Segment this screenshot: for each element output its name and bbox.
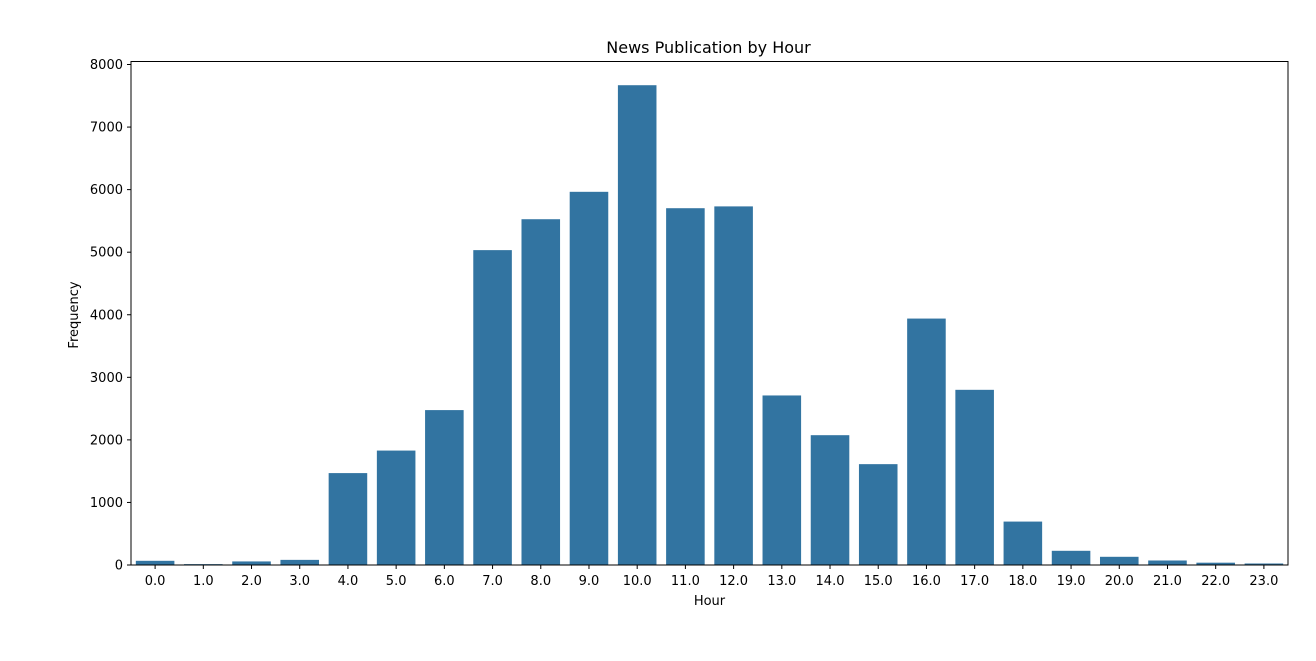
x-tick-label: 21.0 [1153, 574, 1182, 589]
bars-group [135, 85, 1284, 566]
y-tick-label: 2000 [90, 433, 123, 448]
bar-hour-16.0 [907, 318, 946, 565]
bar-hour-14.0 [810, 435, 850, 565]
x-tick-label: 13.0 [767, 574, 796, 589]
bar-hour-19.0 [1051, 550, 1091, 565]
x-tick-label: 17.0 [960, 574, 989, 589]
bar-hour-4.0 [328, 473, 368, 565]
y-tick-label: 8000 [90, 58, 123, 73]
bar-hour-9.0 [569, 191, 609, 566]
x-tick-label: 23.0 [1249, 574, 1278, 589]
x-tick-label: 20.0 [1105, 574, 1134, 589]
x-axis-ticks: 0.0 1.0 2.0 3.0 4.0 5.0 6.0 7.0 8.0 9.0 10.0 11.0 12… [145, 565, 1278, 589]
bar-hour-13.0 [762, 395, 802, 565]
x-tick-label: 15.0 [864, 574, 893, 589]
bar-hour-22.0 [1196, 562, 1235, 565]
x-axis-label: Hour [694, 594, 726, 609]
x-tick-label: 12.0 [719, 574, 748, 589]
bar-hour-6.0 [425, 410, 464, 565]
bar-hour-2.0 [232, 561, 271, 565]
bar-hour-10.0 [617, 85, 657, 565]
y-tick-label: 6000 [90, 183, 123, 198]
y-tick-label: 5000 [90, 246, 123, 261]
bar-hour-23.0 [1244, 563, 1284, 565]
x-tick-label: 1.0 [193, 574, 214, 589]
y-tick-label: 0 [115, 559, 123, 574]
x-tick-label: 16.0 [912, 574, 941, 589]
x-tick-label: 18.0 [1008, 574, 1037, 589]
x-tick-label: 19.0 [1057, 574, 1086, 589]
y-axis-ticks: 0 1000 2000 3000 4000 5000 6000 7000 8000 [90, 58, 131, 574]
bar-hour-15.0 [858, 464, 898, 565]
bar-hour-7.0 [473, 250, 512, 565]
y-tick-label: 3000 [90, 371, 123, 386]
x-tick-label: 0.0 [145, 574, 166, 589]
x-tick-label: 22.0 [1201, 574, 1230, 589]
x-tick-label: 8.0 [530, 574, 551, 589]
bar-hour-11.0 [666, 208, 705, 565]
bar-hour-21.0 [1148, 560, 1187, 565]
x-tick-label: 14.0 [816, 574, 845, 589]
x-tick-label: 6.0 [434, 574, 455, 589]
bar-hour-5.0 [376, 450, 416, 565]
y-tick-label: 7000 [90, 121, 123, 136]
x-tick-label: 4.0 [338, 574, 359, 589]
bar-hour-20.0 [1099, 556, 1139, 565]
x-tick-label: 2.0 [241, 574, 262, 589]
plot-frame [130, 61, 1289, 566]
bar-hour-12.0 [714, 206, 753, 565]
bar-hour-0.0 [135, 560, 175, 565]
y-axis-label: Frequency [67, 281, 82, 348]
x-tick-label: 5.0 [386, 574, 407, 589]
x-tick-label: 9.0 [579, 574, 600, 589]
y-tick-label: 4000 [90, 308, 123, 323]
chart-title: News Publication by Hour [606, 38, 811, 57]
x-tick-label: 10.0 [623, 574, 652, 589]
x-tick-label: 3.0 [289, 574, 310, 589]
bar-hour-17.0 [955, 389, 994, 565]
y-tick-label: 1000 [90, 496, 123, 511]
x-tick-label: 11.0 [671, 574, 700, 589]
bar-hour-8.0 [521, 219, 561, 565]
x-tick-label: 7.0 [482, 574, 503, 589]
bar-hour-3.0 [280, 559, 320, 565]
bar-hour-18.0 [1003, 521, 1043, 565]
